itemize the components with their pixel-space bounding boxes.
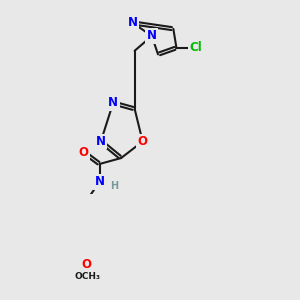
Text: O: O bbox=[82, 258, 92, 271]
Text: N: N bbox=[94, 175, 105, 188]
Text: Cl: Cl bbox=[190, 41, 202, 54]
Text: H: H bbox=[110, 181, 118, 191]
Text: N: N bbox=[147, 29, 157, 43]
Text: N: N bbox=[108, 96, 118, 110]
Text: O: O bbox=[138, 135, 148, 148]
Text: N: N bbox=[128, 16, 138, 29]
Text: O: O bbox=[79, 146, 88, 159]
Text: N: N bbox=[96, 135, 106, 148]
Text: OCH₃: OCH₃ bbox=[74, 272, 101, 281]
